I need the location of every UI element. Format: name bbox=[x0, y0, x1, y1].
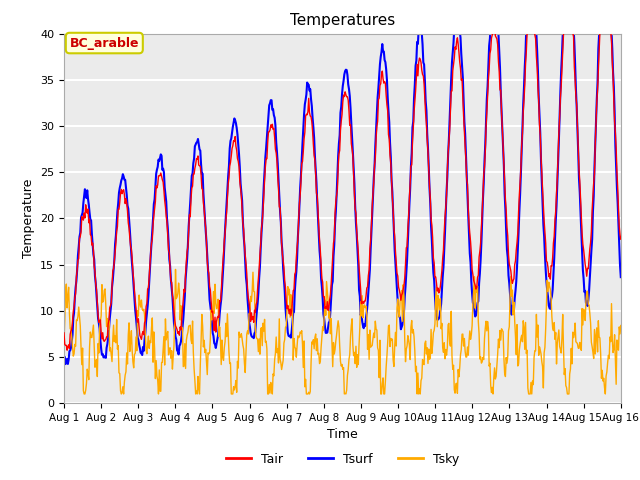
Tair bbox=[63, 348, 71, 353]
Text: BC_arable: BC_arable bbox=[70, 36, 139, 49]
Tair bbox=[71, 295, 79, 300]
Tsurf bbox=[617, 274, 625, 280]
Tsky bbox=[128, 348, 136, 353]
Tsky bbox=[172, 266, 179, 272]
Tsurf bbox=[411, 82, 419, 88]
Tsky bbox=[60, 340, 68, 346]
Tair bbox=[60, 330, 68, 336]
Tair bbox=[128, 255, 136, 261]
Tsurf bbox=[71, 295, 79, 300]
Tsky bbox=[617, 323, 625, 328]
Tsky bbox=[215, 334, 223, 339]
Line: Tsurf: Tsurf bbox=[64, 0, 621, 364]
Tsky bbox=[70, 351, 78, 357]
Tsurf bbox=[428, 224, 435, 229]
Title: Temperatures: Temperatures bbox=[290, 13, 395, 28]
Line: Tair: Tair bbox=[64, 0, 621, 350]
Tsurf bbox=[60, 353, 68, 359]
Tair bbox=[214, 313, 222, 319]
Tsky bbox=[428, 350, 436, 356]
Tair bbox=[185, 228, 193, 234]
Legend: Tair, Tsurf, Tsky: Tair, Tsurf, Tsky bbox=[221, 448, 464, 471]
Tsky bbox=[186, 323, 193, 328]
Tair bbox=[411, 99, 419, 105]
Tsurf bbox=[128, 262, 136, 268]
Tair bbox=[428, 216, 435, 221]
Tsky bbox=[80, 391, 88, 397]
X-axis label: Time: Time bbox=[327, 429, 358, 442]
Tsurf bbox=[214, 332, 222, 338]
Tsurf bbox=[61, 361, 69, 367]
Tsurf bbox=[185, 223, 193, 229]
Tair bbox=[617, 236, 625, 242]
Y-axis label: Temperature: Temperature bbox=[22, 179, 35, 258]
Line: Tsky: Tsky bbox=[64, 269, 621, 394]
Tsky bbox=[412, 369, 419, 374]
